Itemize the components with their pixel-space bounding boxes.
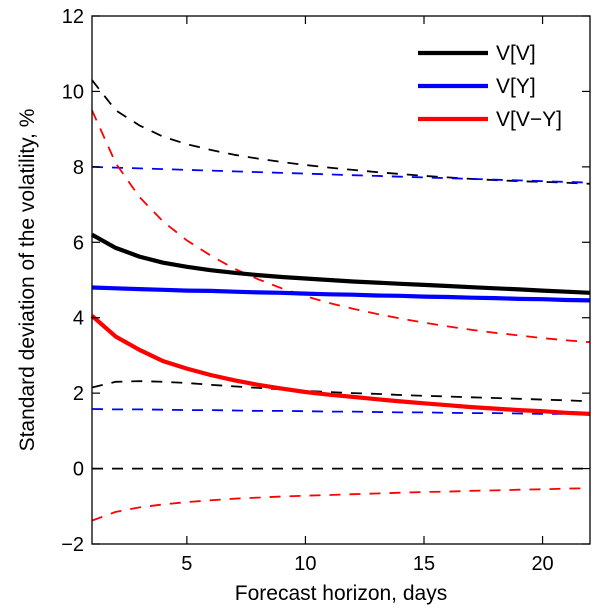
legend-label: V[V−Y] [496, 108, 562, 131]
series-line-band-7 [91, 109, 591, 344]
x-tick-label: 10 [294, 553, 316, 575]
y-tick-label: 0 [73, 459, 84, 481]
y-tick-label: 4 [73, 308, 84, 330]
y-tick-label: 12 [62, 6, 84, 28]
series-layer [90, 79, 591, 522]
x-tick-label: 5 [181, 553, 192, 575]
series-line-band-8 [91, 487, 591, 522]
y-tick-label: 10 [62, 81, 84, 103]
legend-label: V[Y] [496, 75, 536, 98]
series-line-v-v- [90, 232, 591, 295]
y-tick-label: 8 [73, 157, 84, 179]
y-tick-label: 2 [73, 383, 84, 405]
series-line-v-v-y- [90, 314, 591, 416]
x-tick-label: 15 [413, 553, 435, 575]
y-tick-label: −2 [61, 534, 84, 556]
series-line-band-4 [91, 380, 591, 403]
series-line-v-y- [91, 285, 591, 303]
plot-area-border [91, 15, 591, 545]
x-axis-label: Forecast horizon, days [235, 582, 447, 605]
series-line-band-3 [91, 79, 591, 185]
series-line-band-5 [91, 166, 591, 184]
legend-label: V[V] [496, 42, 536, 65]
y-axis-label: Standard deviation of the volatility, % [16, 109, 39, 452]
legend: V[V] V[Y] V[V−Y] [418, 42, 562, 131]
x-tick-label: 20 [531, 553, 553, 575]
series-line-band-6 [91, 408, 591, 416]
y-tick-label: 6 [73, 232, 84, 254]
ticks-layer: 5 10 15 20 −2 0 2 4 6 8 10 12 [61, 6, 590, 575]
